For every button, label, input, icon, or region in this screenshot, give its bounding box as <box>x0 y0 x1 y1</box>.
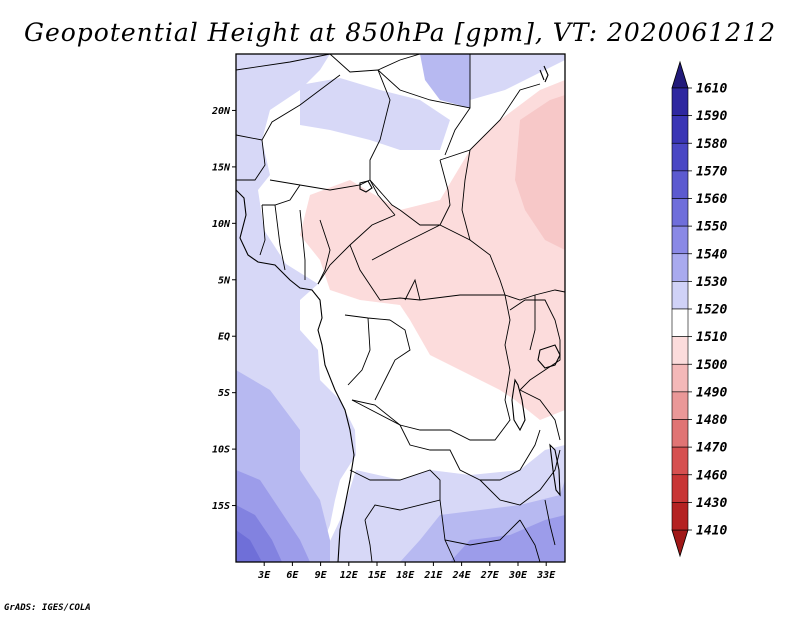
lat-tick-label: 5S <box>218 388 230 399</box>
lon-tick-label: 21E <box>423 570 443 581</box>
colorbar-bottom-arrow <box>671 529 689 558</box>
colorbar-segment <box>671 253 689 282</box>
map-lines <box>236 54 565 562</box>
lat-tick-label: EQ <box>218 332 230 343</box>
colorbar-segment <box>671 115 689 144</box>
border-angola <box>349 399 541 521</box>
colorbar-label: 1410 <box>696 524 727 539</box>
colorbar-label: 1500 <box>696 358 727 373</box>
lake-chad <box>359 180 373 193</box>
shade-1520-north-mid <box>300 78 450 150</box>
lon-tick-label: 3E <box>257 570 271 581</box>
lon-tick-label: 18E <box>396 570 415 581</box>
shade-1490-east <box>515 95 565 250</box>
colorbar-segment <box>671 225 689 255</box>
colorbar-segment <box>671 308 689 337</box>
lat-tick-label: 15S <box>212 501 230 512</box>
border-chad <box>369 83 541 226</box>
lon-tick-label: 24E <box>452 570 472 581</box>
lat-tick-label: 5N <box>218 275 231 286</box>
lon-tick-label: 27E <box>480 570 500 581</box>
shade-1560-sw <box>236 530 262 562</box>
colorbar-label: 1550 <box>696 220 727 235</box>
border-nigeria <box>317 214 396 301</box>
colorbar-segment <box>671 87 689 116</box>
lat-tick-label: 10N <box>212 219 231 230</box>
shaded-field <box>236 54 565 562</box>
coastline-west <box>236 189 355 562</box>
colorbar-label: 1520 <box>696 303 727 318</box>
colorbar-segment <box>671 391 689 420</box>
shade-1500-central <box>300 80 565 420</box>
colorbar-label: 1510 <box>696 330 727 345</box>
colorbar-label: 1430 <box>696 496 727 511</box>
border-west-states <box>259 204 331 285</box>
color-bar: 1610 1590 1580 1570 1560 1550 1540 1530 1520 1510… <box>671 60 727 558</box>
lake-malawi <box>549 443 561 497</box>
lon-tick-label: 9E <box>315 570 328 581</box>
colorbar-segment <box>671 363 689 393</box>
border-congo <box>344 314 411 401</box>
lon-tick-label: 30E <box>508 570 528 581</box>
lat-axis: 20N 15N 10N 5N EQ 5S 10S 15S <box>211 106 236 512</box>
border-zambia <box>439 449 561 546</box>
lon-tick-label: 6E <box>286 570 299 581</box>
lon-tick-label: 33E <box>536 570 556 581</box>
lon-axis: 3E 6E 9E 12E 15E 18E 21E 24E 27E 30E 33E <box>257 562 556 581</box>
colorbar-segment <box>671 419 689 448</box>
colorbar-segment <box>671 170 689 199</box>
nile-river <box>539 65 549 83</box>
shade-1530-north <box>420 54 470 108</box>
lon-tick-label: 12E <box>340 570 359 581</box>
colorbar-label: 1480 <box>696 413 727 428</box>
border-sahara <box>236 54 471 180</box>
grads-credit: GrADS: IGES/COLA <box>4 603 91 613</box>
colorbar-label: 1540 <box>696 247 727 262</box>
colorbar-label: 1490 <box>696 385 727 400</box>
colorbar-segment <box>671 281 689 310</box>
colorbar-label: 1460 <box>696 468 727 483</box>
lake-victoria <box>537 344 561 369</box>
lon-tick-label: 15E <box>368 570 387 581</box>
colorbar-segment <box>671 474 689 503</box>
colorbar-top-arrow <box>671 60 689 89</box>
border-south <box>364 499 556 562</box>
colorbar-label: 1570 <box>696 164 727 179</box>
colorbar-segment <box>671 198 689 227</box>
lat-tick-label: 10S <box>212 445 230 456</box>
colorbar-label: 1530 <box>696 275 727 290</box>
border-east <box>509 295 561 441</box>
chart-title: Geopotential Height at 850hPa [gpm], VT:… <box>23 18 777 47</box>
colorbar-label: 1560 <box>696 192 727 207</box>
colorbar-label: 1590 <box>696 109 727 124</box>
lat-tick-label: 20N <box>211 106 231 117</box>
map-frame <box>235 53 566 563</box>
colorbar-label: 1580 <box>696 137 727 152</box>
colorbar-label: 1470 <box>696 441 727 456</box>
colorbar-segment <box>671 336 689 365</box>
lat-tick-label: 15N <box>212 162 231 173</box>
colorbar-segment <box>671 142 689 172</box>
colorbar-label: 1610 <box>696 82 727 97</box>
border-nw <box>236 74 341 181</box>
colorbar-segment <box>671 446 689 476</box>
colorbar-segment <box>671 502 689 531</box>
lake-tanganyika <box>511 378 526 432</box>
